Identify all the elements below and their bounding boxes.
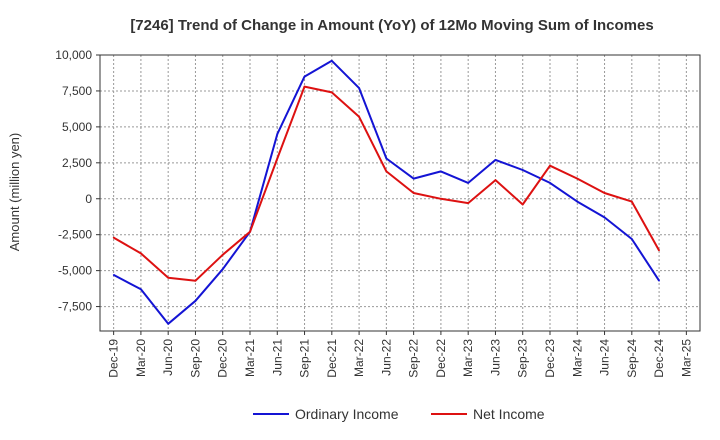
y-tick-label: 2,500 <box>62 156 92 170</box>
data-point <box>494 179 497 181</box>
y-ticks: 10,000 7,500 5,000 2,500 0 -2,500 -5,000 -7,500 <box>55 48 100 314</box>
y-tick-label: 7,500 <box>62 84 92 98</box>
data-point <box>140 288 142 291</box>
x-ticks: Dec-19 Mar-20 Jun-20 Sep-20 Dec-20 Mar-21 Jun-… <box>107 331 693 378</box>
data-point <box>467 202 469 204</box>
data-point <box>331 59 333 62</box>
x-tick-label: Jun-21 <box>270 339 284 376</box>
data-point <box>412 192 415 194</box>
data-point <box>603 192 606 194</box>
data-point <box>521 203 524 206</box>
chart-title: [7246] Trend of Change in Amount (YoY) o… <box>130 17 653 34</box>
data-point <box>358 116 360 118</box>
x-tick-label: Mar-20 <box>134 339 148 377</box>
data-point <box>576 200 579 203</box>
data-point <box>631 200 633 203</box>
data-point <box>467 182 469 184</box>
data-point <box>440 197 442 200</box>
data-point <box>140 252 142 255</box>
x-tick-label: Dec-20 <box>216 339 230 378</box>
x-tick-label: Sep-20 <box>188 339 202 378</box>
data-point <box>412 177 415 180</box>
x-tick-label: Dec-21 <box>325 339 339 378</box>
x-tick-label: Sep-22 <box>407 339 421 378</box>
y-tick-label: 5,000 <box>62 120 92 134</box>
data-point <box>576 177 579 180</box>
data-point <box>385 157 388 160</box>
data-point <box>331 91 333 94</box>
plot-area <box>100 55 700 331</box>
legend-label: Net Income <box>473 406 545 422</box>
x-tick-label: Dec-23 <box>543 339 557 378</box>
data-point <box>303 85 306 88</box>
x-tick-label: Sep-21 <box>298 339 312 378</box>
data-point <box>221 268 224 270</box>
data-point <box>276 157 279 160</box>
data-point <box>167 323 169 325</box>
y-tick-label: 0 <box>85 192 92 206</box>
data-point <box>221 254 224 256</box>
data-point <box>194 300 197 302</box>
data-point <box>112 274 115 276</box>
x-tick-label: Mar-22 <box>352 339 366 377</box>
x-tick-label: Jun-20 <box>161 339 175 376</box>
legend-label: Ordinary Income <box>295 406 399 422</box>
x-tick-label: Mar-21 <box>243 339 257 377</box>
legend: Ordinary Income Net Income <box>253 406 545 422</box>
data-point <box>194 279 197 282</box>
data-point <box>358 87 360 89</box>
x-tick-label: Mar-25 <box>679 339 693 377</box>
data-point <box>658 249 660 252</box>
y-tick-label: -2,500 <box>58 228 92 242</box>
y-axis-label: Amount (million yen) <box>7 133 22 252</box>
data-point <box>303 75 306 78</box>
y-tick-label: -5,000 <box>58 264 92 278</box>
x-tick-label: Dec-22 <box>434 339 448 378</box>
data-point <box>112 236 115 239</box>
x-tick-label: Jun-22 <box>379 339 393 376</box>
data-point <box>549 182 551 184</box>
y-tick-label: -7,500 <box>58 300 92 314</box>
data-point <box>385 170 388 173</box>
grid-lines <box>100 54 700 331</box>
plot-frame <box>99 54 701 332</box>
data-point <box>276 133 279 135</box>
data-point <box>521 169 524 171</box>
data-point <box>167 277 169 279</box>
data-point <box>249 231 251 233</box>
x-tick-label: Sep-23 <box>516 339 530 378</box>
y-tick-label: 10,000 <box>55 48 92 62</box>
x-tick-label: Mar-23 <box>461 339 475 377</box>
data-point <box>603 216 606 219</box>
x-tick-label: Sep-24 <box>625 339 639 378</box>
data-point <box>658 279 660 282</box>
data-point <box>440 170 442 173</box>
series-lines <box>112 59 660 325</box>
x-tick-label: Dec-24 <box>652 339 666 378</box>
x-tick-label: Jun-24 <box>598 339 612 376</box>
x-tick-label: Dec-19 <box>107 339 121 378</box>
data-point <box>549 164 551 167</box>
data-point <box>631 238 633 240</box>
x-tick-label: Mar-24 <box>570 339 584 377</box>
data-point <box>494 159 497 161</box>
x-tick-label: Jun-23 <box>488 339 502 376</box>
